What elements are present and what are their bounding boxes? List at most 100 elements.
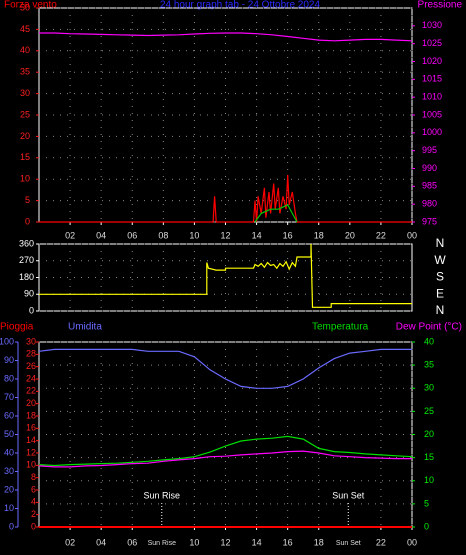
series-line xyxy=(39,174,412,223)
x-tick-label: 18 xyxy=(314,537,324,547)
x-tick-label: 16 xyxy=(283,230,293,240)
y-tick-label: 15 xyxy=(20,152,30,162)
y-tick-label: 30 xyxy=(26,336,36,346)
y2-tick-label: 10 xyxy=(424,475,434,485)
x-tick-label: Sun Rise xyxy=(148,540,177,547)
y-tick-label: 0 xyxy=(31,521,36,531)
y2-tick-label: 0 xyxy=(424,521,429,531)
x-tick-label: 22 xyxy=(376,537,386,547)
y-tick-label: 90 xyxy=(24,289,34,299)
x-tick-label: 18 xyxy=(314,230,324,240)
y3-tick-label: 40 xyxy=(4,447,14,457)
y-tick-label: 22 xyxy=(26,386,36,396)
y2-tick-label: 25 xyxy=(424,406,434,416)
y-tick-label: 270 xyxy=(19,255,34,265)
series-line xyxy=(39,32,413,42)
y-tick-label: 26 xyxy=(26,361,36,371)
y-tick-label: 2 xyxy=(31,509,36,519)
y-tick-label: 6 xyxy=(31,484,36,494)
y2-tick-label: 995 xyxy=(422,145,437,155)
x-tick-label: 12 xyxy=(220,230,230,240)
y-tick-label: 180 xyxy=(19,272,34,282)
legend-label: Pressione xyxy=(418,0,463,11)
y-tick-label: 35 xyxy=(20,67,30,77)
x-tick-label: 04 xyxy=(96,230,106,240)
y2-tick-label: S xyxy=(436,270,444,284)
y2-tick-label: 40 xyxy=(424,336,434,346)
x-tick-label: 06 xyxy=(127,230,137,240)
x-tick-label: Sun Set xyxy=(336,540,361,547)
y2-tick-label: 985 xyxy=(422,181,437,191)
x-tick-label: 10 xyxy=(189,230,199,240)
y-tick-label: 24 xyxy=(26,373,36,383)
y3-tick-label: 70 xyxy=(4,392,14,402)
x-tick-label: 10 xyxy=(189,537,199,547)
y2-tick-label: 990 xyxy=(422,163,437,173)
y-tick-label: 16 xyxy=(26,423,36,433)
legend-label: Umidita xyxy=(68,322,102,333)
series-line xyxy=(38,450,412,468)
y2-tick-label: 30 xyxy=(424,383,434,393)
series-line xyxy=(38,435,413,467)
x-tick-label: 12 xyxy=(220,537,230,547)
x-tick-label: 02 xyxy=(65,537,75,547)
y2-tick-label: 1020 xyxy=(422,56,442,66)
legend-label: Dew Point (°C) xyxy=(396,322,462,333)
x-tick-label: 14 xyxy=(252,537,262,547)
y-tick-label: 30 xyxy=(20,88,30,98)
x-tick-label: 16 xyxy=(283,537,293,547)
y-tick-label: 0 xyxy=(29,305,34,315)
y-tick-label: 14 xyxy=(26,435,36,445)
y-tick-label: 0 xyxy=(25,216,30,226)
y2-tick-label: 1010 xyxy=(422,92,442,102)
y2-tick-label: 1030 xyxy=(422,20,442,30)
y3-tick-label: 80 xyxy=(4,373,14,383)
y2-tick-label: 15 xyxy=(424,452,434,462)
y2-tick-label: 975 xyxy=(422,216,437,226)
y2-tick-label: 35 xyxy=(424,360,434,370)
y2-tick-label: N xyxy=(436,236,445,250)
y2-tick-label: E xyxy=(436,286,444,300)
x-tick-label: 20 xyxy=(345,230,355,240)
x-tick-label: 02 xyxy=(65,230,75,240)
y3-tick-label: 90 xyxy=(4,355,14,365)
y2-tick-label: 1000 xyxy=(422,127,442,137)
y-tick-label: 20 xyxy=(26,398,36,408)
y-tick-label: 12 xyxy=(26,447,36,457)
y-tick-label: 18 xyxy=(26,410,36,420)
y3-tick-label: 100 xyxy=(0,336,14,346)
y3-tick-label: 60 xyxy=(4,410,14,420)
annotation-label: Sun Rise xyxy=(144,490,181,500)
y-tick-label: 40 xyxy=(20,45,30,55)
x-tick-label: 14 xyxy=(252,230,262,240)
x-tick-label: 08 xyxy=(158,230,168,240)
y3-tick-label: 0 xyxy=(9,521,14,531)
y2-tick-label: 1025 xyxy=(422,38,442,48)
y3-tick-label: 30 xyxy=(4,466,14,476)
y2-tick-label: N xyxy=(436,303,445,317)
series-line xyxy=(39,243,412,308)
y-tick-label: 20 xyxy=(20,131,30,141)
y-tick-label: 45 xyxy=(20,24,30,34)
x-tick-label: 06 xyxy=(127,537,137,547)
annotation-label: Sun Set xyxy=(332,490,365,500)
y-tick-label: 5 xyxy=(25,195,30,205)
y2-tick-label: 5 xyxy=(424,498,429,508)
y-tick-label: 10 xyxy=(20,174,30,184)
y-tick-label: 10 xyxy=(26,460,36,470)
y3-tick-label: 10 xyxy=(4,503,14,513)
y2-tick-label: 20 xyxy=(424,429,434,439)
legend-label: Temperatura xyxy=(312,322,369,333)
y2-tick-label: 1005 xyxy=(422,109,442,119)
legend-label: Pioggia xyxy=(0,322,34,333)
y-tick-label: 4 xyxy=(31,497,36,507)
y-tick-label: 50 xyxy=(20,2,30,12)
chart-title: 24 hour graph tab - 24 Ottobre 2024 xyxy=(160,0,321,11)
x-tick-label: 04 xyxy=(96,537,106,547)
y3-tick-label: 20 xyxy=(4,484,14,494)
y2-tick-label: 980 xyxy=(422,199,437,209)
y2-tick-label: 1015 xyxy=(422,74,442,84)
y3-tick-label: 50 xyxy=(4,429,14,439)
